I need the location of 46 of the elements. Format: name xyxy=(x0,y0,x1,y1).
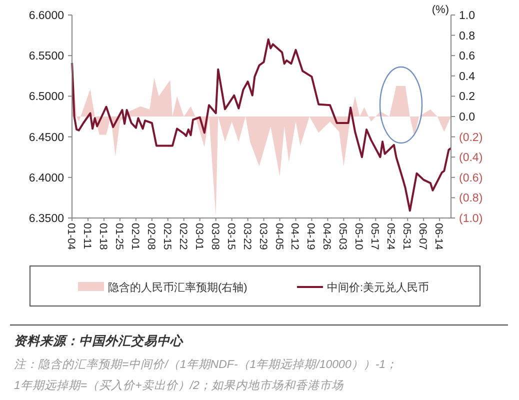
y2-tick-label: 0.2 xyxy=(459,91,475,104)
y-tick-label: 6.5500 xyxy=(28,50,64,63)
text: 注：隐含的汇率预期=中间价/（1年期NDF-（1年期远掉期/10000））-1；1年期远掉期=（买入价+卖出价）/2；如果内地市场和香港市场 xyxy=(14,358,398,392)
y2-tick-label: 0.8 xyxy=(459,30,475,42)
x-tick-label: 02-08 xyxy=(144,223,157,250)
x-tick-label: 01-04 xyxy=(65,223,77,250)
x-tick-label: 01-11 xyxy=(80,223,93,250)
x-tick-label: 05-17 xyxy=(368,223,381,250)
x-tick-label: 06-14 xyxy=(432,223,445,250)
x-tick-label: 02-01 xyxy=(128,223,141,250)
x-tick-label: 04-05 xyxy=(272,223,285,250)
x-tick-label: 01-18 xyxy=(96,223,109,250)
x-tick-label: 03-15 xyxy=(224,223,237,250)
y2-tick-label: (0.6) xyxy=(459,172,483,184)
y-tick-label: 6.4000 xyxy=(28,172,64,184)
y2-tick-label: (0.4) xyxy=(459,152,483,164)
x-tick-label: 04-19 xyxy=(304,223,317,250)
x-tick-label: 05-10 xyxy=(352,223,365,250)
x-tick-label: 06-07 xyxy=(416,223,429,250)
x-tick-label: 01-25 xyxy=(112,223,125,250)
text: 资料来源：中国外汇交易中心 xyxy=(14,334,184,348)
y2-tick-label: 0.6 xyxy=(459,50,475,63)
y-tick-label: 6.5000 xyxy=(28,91,64,104)
y-tick-label: 6.4500 xyxy=(28,132,64,144)
y2-tick-label: (1.0) xyxy=(459,213,483,225)
x-tick-label: 03-01 xyxy=(192,223,205,250)
x-tick-label: 02-22 xyxy=(176,223,189,250)
legend-label: 中间价:美元兑人民币 xyxy=(327,281,430,294)
y2-tick-label: (0.2) xyxy=(459,132,483,144)
x-tick-label: 05-24 xyxy=(384,223,397,250)
x-tick-label: 05-31 xyxy=(400,223,413,250)
x-tick-label: 03-08 xyxy=(208,223,221,250)
x-tick-label: 04-12 xyxy=(288,223,301,250)
y2-tick-label: 0.0 xyxy=(459,112,475,124)
x-tick-label: 02-15 xyxy=(160,223,173,250)
y2-tick-label: 1.0 xyxy=(459,10,475,22)
legend-label: 隐含的人民币汇率预期(右轴) xyxy=(108,281,248,294)
x-tick-label: 03-29 xyxy=(256,223,269,250)
x-tick-label: 04-26 xyxy=(320,223,333,250)
y-tick-label: 6.3500 xyxy=(28,213,64,225)
y-tick-label: 6.6000 xyxy=(28,10,64,22)
x-tick-label: 03-22 xyxy=(240,223,253,250)
x-tick-label: 05-03 xyxy=(336,223,349,250)
y2-tick-label: (0.8) xyxy=(459,192,483,205)
y2-axis-title: (%) xyxy=(432,4,449,16)
y2-tick-label: 0.4 xyxy=(459,70,476,83)
